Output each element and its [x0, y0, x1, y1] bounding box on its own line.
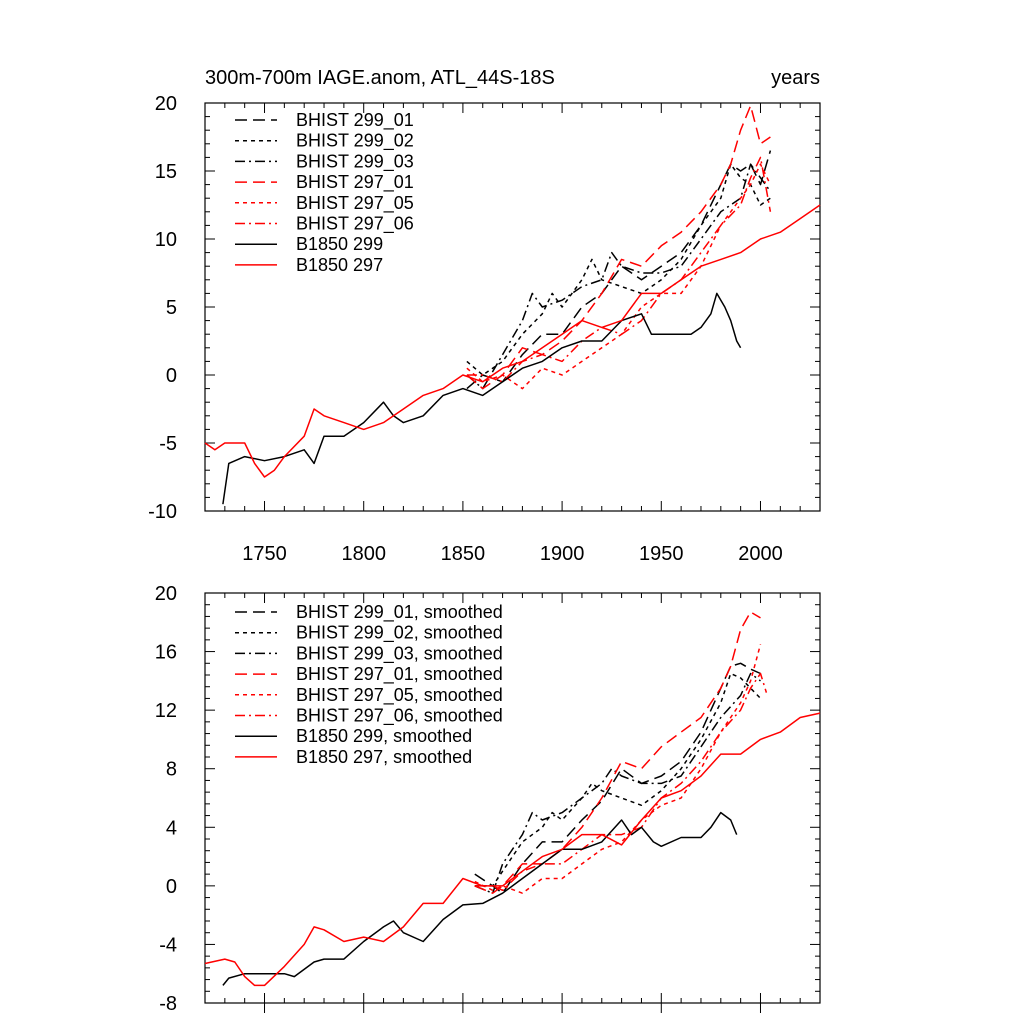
legend-label: BHIST 299_01, smoothed [296, 602, 503, 623]
series-line-1 [474, 662, 761, 894]
series-group [204, 611, 821, 987]
x-tick-label: 1950 [639, 543, 684, 565]
legend-label: BHIST 299_02 [296, 131, 414, 152]
axis-ticks: 1750 1800 1850 1900 1950 2000 -10 -5 0 5 10 15 20 [148, 93, 821, 565]
series-line-3 [474, 672, 761, 894]
plot-frame [204, 592, 821, 1004]
legend-label: BHIST 299_03 [296, 151, 414, 172]
series-line-7 [222, 292, 742, 505]
series-line-4 [474, 611, 761, 894]
y-tick-label: 15 [155, 161, 177, 183]
series-line-6 [466, 156, 772, 383]
legend-label: BHIST 297_01 [296, 172, 414, 193]
legend-label: BHIST 297_05, smoothed [296, 685, 503, 706]
legend-label: BHIST 297_01, smoothed [296, 664, 503, 685]
y-tick-label: -8 [159, 993, 177, 1015]
y-tick-label: 0 [166, 876, 177, 898]
y-tick-label: -10 [148, 501, 177, 523]
legend-label: BHIST 297_06 [296, 214, 414, 235]
series-line-8 [204, 204, 821, 478]
series-line-2 [466, 163, 771, 376]
y-tick-label: 8 [166, 759, 177, 781]
x-tick-label: 1850 [441, 543, 486, 565]
y-tick-label: -5 [159, 433, 177, 455]
y-tick-label: 20 [155, 583, 177, 605]
series-line-5 [466, 163, 772, 390]
y-tick-label: 0 [166, 365, 177, 387]
y-tick-label: 10 [155, 229, 177, 251]
series-line-5 [474, 644, 762, 894]
y-tick-label: 5 [166, 297, 177, 319]
y-tick-label: 4 [166, 817, 177, 839]
series-line-7 [222, 811, 738, 986]
chart-title: 300m-700m IAGE.anom, ATL_44S-18S [205, 67, 555, 89]
x-tick-label: 1800 [341, 543, 386, 565]
x-tick-label: 1900 [540, 543, 585, 565]
series-line-6 [474, 672, 768, 892]
series-line-3 [466, 163, 772, 390]
x-tick-label: 1750 [242, 543, 287, 565]
x-tick-label: 2000 [738, 543, 783, 565]
legend-label: B1850 299 [296, 234, 383, 254]
series-line-1 [466, 150, 772, 390]
legend-label: B1850 297 [296, 255, 383, 275]
series-line-2 [474, 672, 762, 887]
y-tick-label: 12 [155, 700, 177, 722]
legend-label: BHIST 297_06, smoothed [296, 706, 503, 727]
y-tick-label: 20 [155, 93, 177, 115]
legend-label: B1850 299, smoothed [296, 726, 472, 746]
legend-label: BHIST 299_03, smoothed [296, 643, 503, 664]
legend-label: BHIST 297_05 [296, 193, 414, 214]
legend-label: BHIST 299_02, smoothed [296, 623, 503, 644]
y-tick-label: -4 [159, 934, 177, 956]
units-label: years [771, 67, 820, 89]
y-tick-label: 16 [155, 642, 177, 664]
axis-ticks: -8 -4 0 4 8 12 16 20 [155, 583, 821, 1015]
legend-label: B1850 297, smoothed [296, 747, 472, 767]
legend-label: BHIST 299_01 [296, 110, 414, 131]
top-panel: 300m-700m IAGE.anom, ATL_44S-18S years 1… [148, 67, 821, 565]
series-group [204, 104, 821, 505]
series-line-8 [204, 712, 821, 987]
series-line-4 [466, 104, 771, 390]
